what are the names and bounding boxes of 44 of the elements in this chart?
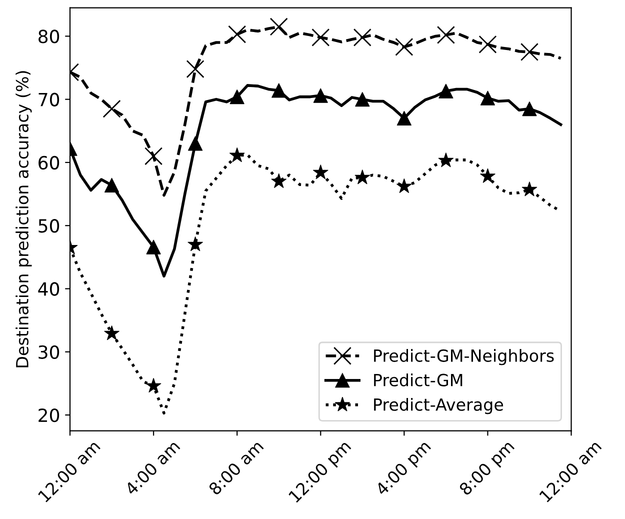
point <box>480 168 496 183</box>
point <box>520 42 539 62</box>
point <box>480 90 496 106</box>
point <box>271 173 286 188</box>
point <box>522 102 537 116</box>
point <box>229 148 245 162</box>
point <box>186 60 204 78</box>
point <box>355 92 370 107</box>
y-tick-label: 60 <box>38 156 60 170</box>
y-tick-label: 50 <box>38 219 60 233</box>
point <box>395 38 414 56</box>
point <box>272 83 286 98</box>
y-tick-label: 80 <box>38 30 60 44</box>
point <box>396 110 412 126</box>
point <box>313 88 328 103</box>
y-axis-title: Destination prediction accuracy (%) <box>16 71 32 368</box>
point <box>146 378 162 392</box>
y-tick-label: 20 <box>38 408 60 422</box>
point <box>104 326 120 340</box>
point <box>438 84 454 98</box>
point <box>436 26 455 44</box>
legend-label: Predict-GM-Neighbors <box>374 349 554 366</box>
point <box>438 152 454 168</box>
point <box>188 236 203 252</box>
point <box>396 178 412 193</box>
point <box>312 28 330 46</box>
legend-label: Predict-GM <box>374 374 462 386</box>
point <box>102 100 121 118</box>
y-tick-label: 70 <box>38 92 60 106</box>
point <box>188 136 203 151</box>
point <box>230 90 244 104</box>
y-tick-label: 30 <box>38 345 60 359</box>
y-tick-label: 40 <box>38 282 60 296</box>
legend-label: Predict-Average <box>374 398 504 414</box>
point <box>146 240 161 254</box>
point <box>478 35 497 54</box>
point <box>354 170 370 184</box>
point <box>313 164 328 180</box>
point <box>270 18 288 36</box>
point <box>144 147 163 166</box>
point <box>228 25 246 44</box>
point <box>522 182 538 196</box>
point <box>353 28 372 46</box>
point <box>104 178 120 192</box>
